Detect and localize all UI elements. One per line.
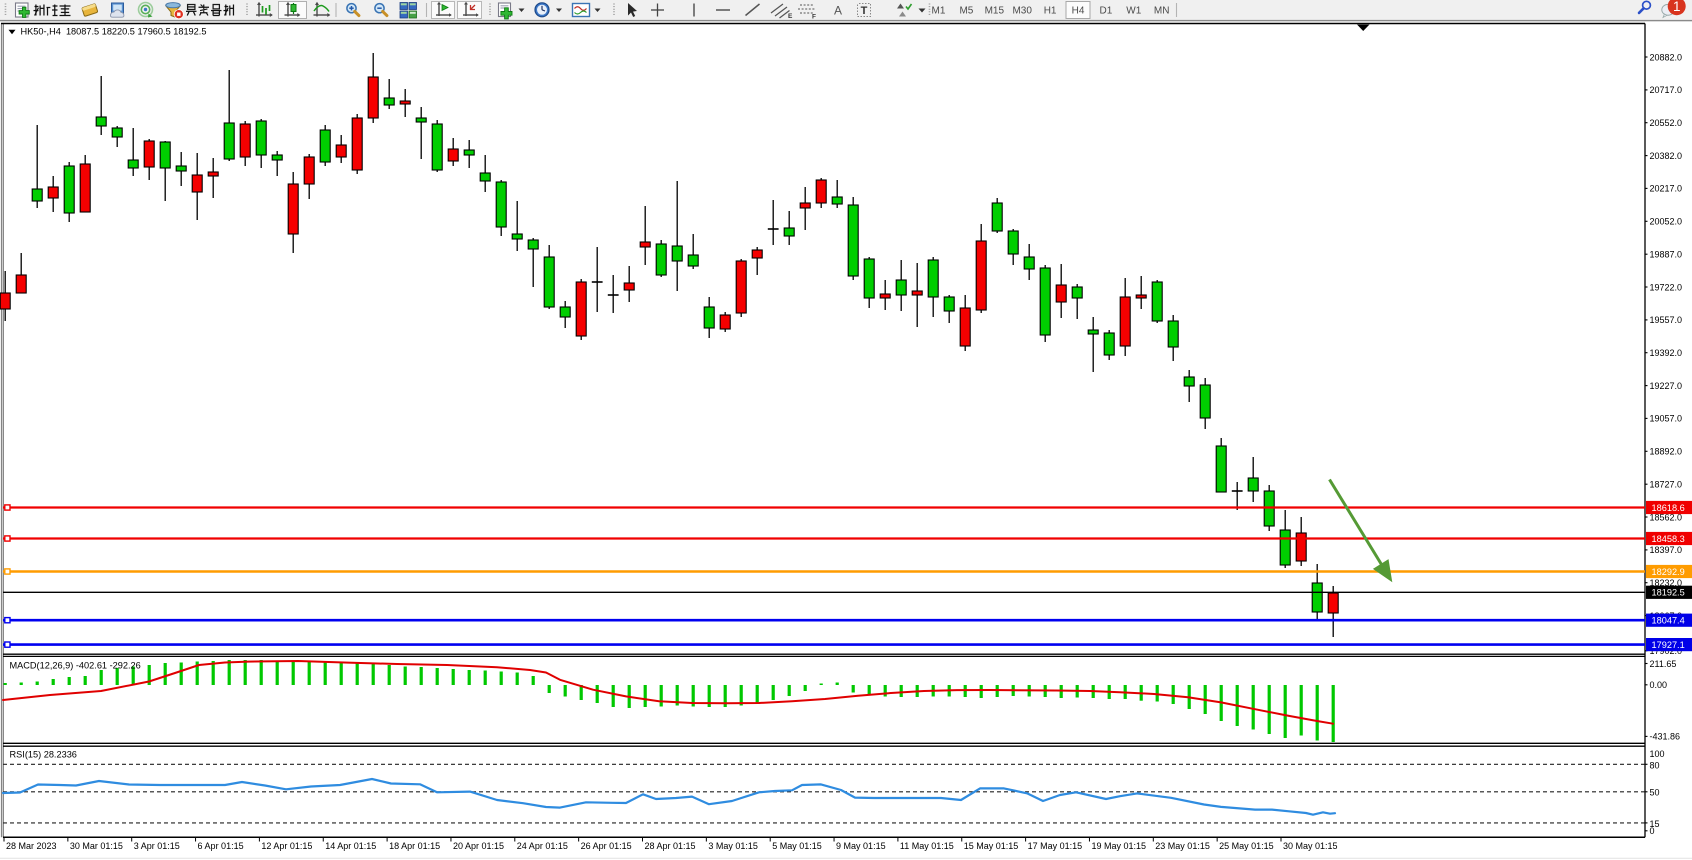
svg-text:W1: W1 bbox=[1126, 6, 1141, 17]
svg-text:26 Apr 01:15: 26 Apr 01:15 bbox=[581, 841, 632, 851]
svg-text:23 May 01:15: 23 May 01:15 bbox=[1155, 841, 1210, 851]
svg-text:MACD(12,26,9) -402.61 -292.26: MACD(12,26,9) -402.61 -292.26 bbox=[10, 660, 141, 670]
svg-text:RSI(15) 28.2336: RSI(15) 28.2336 bbox=[10, 750, 77, 760]
svg-text:80: 80 bbox=[1650, 760, 1660, 770]
svg-text:100: 100 bbox=[1650, 749, 1665, 759]
svg-text:50: 50 bbox=[1650, 787, 1660, 797]
svg-text:H1: H1 bbox=[1044, 6, 1057, 17]
svg-text:12 Apr 01:15: 12 Apr 01:15 bbox=[261, 841, 312, 851]
svg-text:18047.4: 18047.4 bbox=[1652, 616, 1685, 626]
svg-text:3 Apr 01:15: 3 Apr 01:15 bbox=[134, 841, 180, 851]
svg-text:18232.0: 18232.0 bbox=[1650, 578, 1683, 588]
svg-text:28 Apr 01:15: 28 Apr 01:15 bbox=[645, 841, 696, 851]
svg-text:M15: M15 bbox=[985, 6, 1005, 17]
svg-text:20717.0: 20717.0 bbox=[1650, 85, 1683, 95]
svg-text:25 May 01:15: 25 May 01:15 bbox=[1219, 841, 1274, 851]
svg-text:3 May 01:15: 3 May 01:15 bbox=[708, 841, 758, 851]
svg-text:M30: M30 bbox=[1012, 6, 1032, 17]
svg-text:19887.0: 19887.0 bbox=[1650, 250, 1683, 260]
svg-text:F: F bbox=[812, 14, 816, 21]
svg-text:15 May 01:15: 15 May 01:15 bbox=[964, 841, 1019, 851]
svg-text:M5: M5 bbox=[959, 6, 973, 17]
svg-text:17 May 01:15: 17 May 01:15 bbox=[1028, 841, 1083, 851]
svg-text:18727.0: 18727.0 bbox=[1650, 480, 1683, 490]
svg-text:9 May 01:15: 9 May 01:15 bbox=[836, 841, 886, 851]
svg-text:6 Apr 01:15: 6 Apr 01:15 bbox=[198, 841, 244, 851]
svg-text:19392.0: 19392.0 bbox=[1650, 348, 1683, 358]
svg-text:18192.5: 18192.5 bbox=[1652, 588, 1685, 598]
svg-text:0.00: 0.00 bbox=[1650, 680, 1668, 690]
svg-text:28 Mar 2023: 28 Mar 2023 bbox=[6, 841, 57, 851]
svg-text:211.65: 211.65 bbox=[1650, 659, 1677, 669]
svg-text:30 May 01:15: 30 May 01:15 bbox=[1283, 841, 1338, 851]
svg-text:20382.0: 20382.0 bbox=[1650, 151, 1683, 161]
svg-text:20882.0: 20882.0 bbox=[1650, 52, 1683, 62]
svg-text:D1: D1 bbox=[1100, 6, 1113, 17]
svg-text:18618.6: 18618.6 bbox=[1652, 503, 1685, 513]
svg-text:18892.0: 18892.0 bbox=[1650, 447, 1683, 457]
svg-text:30 Mar 01:15: 30 Mar 01:15 bbox=[70, 841, 123, 851]
svg-text:T: T bbox=[861, 5, 868, 17]
svg-text:19557.0: 19557.0 bbox=[1650, 315, 1683, 325]
svg-text:18397.0: 18397.0 bbox=[1650, 545, 1683, 555]
svg-text:19722.0: 19722.0 bbox=[1650, 282, 1683, 292]
svg-text:20052.0: 20052.0 bbox=[1650, 217, 1683, 227]
svg-text:H4: H4 bbox=[1072, 6, 1085, 17]
svg-text:15: 15 bbox=[1650, 819, 1660, 829]
svg-text:19 May 01:15: 19 May 01:15 bbox=[1091, 841, 1146, 851]
svg-text:14 Apr 01:15: 14 Apr 01:15 bbox=[325, 841, 376, 851]
svg-text:1: 1 bbox=[1673, 0, 1681, 14]
svg-text:0: 0 bbox=[1650, 826, 1655, 836]
svg-text:HK50-,H4 18087.5 18220.5 1796: HK50-,H4 18087.5 18220.5 17960.5 18192.5 bbox=[21, 26, 207, 36]
svg-text:18562.0: 18562.0 bbox=[1650, 512, 1683, 522]
svg-text:20 Apr 01:15: 20 Apr 01:15 bbox=[453, 841, 504, 851]
svg-text:18 Apr 01:15: 18 Apr 01:15 bbox=[389, 841, 440, 851]
svg-text:M1: M1 bbox=[932, 6, 946, 17]
svg-text:18458.3: 18458.3 bbox=[1652, 534, 1685, 544]
svg-text:20552.0: 20552.0 bbox=[1650, 118, 1683, 128]
svg-text:19057.0: 19057.0 bbox=[1650, 414, 1683, 424]
svg-text:11 May 01:15: 11 May 01:15 bbox=[900, 841, 954, 851]
svg-text:17927.1: 17927.1 bbox=[1652, 640, 1685, 650]
svg-text:24 Apr 01:15: 24 Apr 01:15 bbox=[517, 841, 568, 851]
svg-text:-431.86: -431.86 bbox=[1650, 732, 1681, 742]
svg-text:18292.9: 18292.9 bbox=[1652, 567, 1685, 577]
svg-text:MN: MN bbox=[1154, 6, 1170, 17]
svg-text:E: E bbox=[788, 13, 793, 20]
svg-text:5 May 01:15: 5 May 01:15 bbox=[772, 841, 822, 851]
svg-text:20217.0: 20217.0 bbox=[1650, 184, 1683, 194]
svg-text:A: A bbox=[834, 4, 842, 18]
svg-text:19227.0: 19227.0 bbox=[1650, 381, 1683, 391]
